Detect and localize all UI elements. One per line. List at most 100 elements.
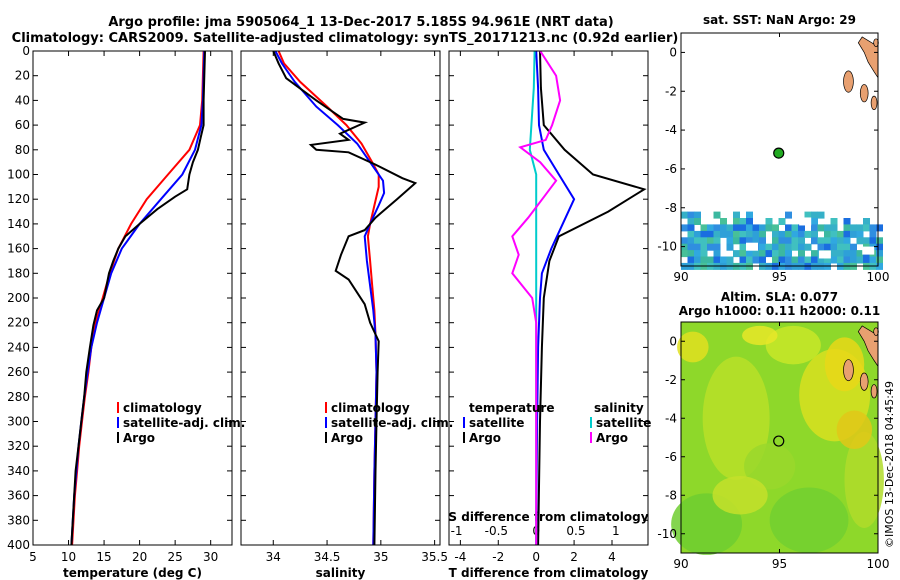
legend-salinity-title: salinity — [594, 401, 644, 415]
y-tick-label: 0 — [22, 44, 30, 58]
sst-pixel — [759, 250, 766, 258]
sst-pixel — [700, 256, 708, 264]
sst-pixel — [876, 250, 883, 258]
sst-pixel — [824, 230, 831, 238]
x-tick-label: 95 — [772, 270, 787, 284]
sst-pixel — [811, 256, 818, 264]
sst-pixel — [739, 243, 747, 251]
y-tick-label: 100 — [7, 168, 30, 182]
series-line-climatology — [277, 51, 380, 545]
x-tick-label: 25 — [168, 550, 183, 564]
y-tick-label: 120 — [7, 192, 30, 206]
sst-pixel — [746, 224, 753, 232]
y-tick-label: 200 — [7, 291, 30, 305]
sst-pixel — [817, 256, 825, 264]
sst-pixel — [811, 237, 818, 245]
legend-label: climatology — [123, 401, 202, 415]
series-line-argo — [70, 51, 206, 545]
top-axis-tick-label: -1 — [451, 524, 463, 538]
y-tick-label: 20 — [15, 69, 30, 83]
x-tick-label: 35.5 — [421, 550, 448, 564]
sst-pixel — [843, 237, 851, 245]
sst-pixel — [850, 256, 857, 264]
sst-pixel — [746, 211, 753, 219]
sst-pixel — [798, 230, 805, 238]
sst-pixel — [869, 237, 877, 245]
sst-pixel — [824, 256, 831, 264]
sst-gap — [818, 250, 831, 259]
sst-gap — [862, 246, 875, 255]
sst-pixel — [772, 250, 779, 258]
sst-pixel — [713, 237, 721, 245]
sst-pixel — [739, 224, 747, 232]
argo-position-marker — [773, 435, 785, 447]
sst-pixel — [694, 237, 701, 245]
x-tick-label: 95 — [772, 557, 787, 571]
sst-pixel — [720, 230, 727, 238]
y-tick-label: -8 — [665, 201, 677, 215]
sla-anomaly-patch — [742, 325, 778, 346]
x-tick-label: 15 — [96, 550, 111, 564]
sla-anomaly-patch — [765, 325, 821, 365]
sst-pixel — [856, 230, 864, 238]
y-tick-label: -10 — [657, 240, 677, 254]
sst-pixel — [746, 230, 753, 238]
sst-pixel — [843, 218, 851, 225]
map-frame — [680, 32, 879, 267]
sst-pixel — [746, 256, 753, 264]
top-axis-tick-label: 1 — [612, 524, 620, 538]
sst-pixel — [765, 250, 773, 258]
sst-gap — [746, 242, 759, 251]
sst-pixel — [772, 256, 779, 264]
map-subtitle: Argo h1000: 0.11 h2000: 0.11 — [679, 304, 880, 318]
sst-pixel — [830, 256, 838, 264]
sst-pixel — [830, 243, 838, 251]
sst-pixel — [876, 224, 883, 232]
series-line-t-satellite-clim — [535, 51, 576, 545]
sst-pixel — [830, 224, 838, 232]
temperature-panel: 0 20 40 60 80 100 120 140 160 180 200 220 240 260 280 3… — [7, 44, 245, 580]
sst-pixel — [765, 243, 773, 251]
series-line-satellite-adj-clim- — [274, 51, 386, 545]
sst-pixel — [681, 224, 688, 232]
sst-pixel — [843, 243, 851, 251]
sst-pixel — [791, 243, 799, 251]
sst-pixel — [791, 230, 799, 238]
sst-pixel — [726, 224, 734, 232]
y-tick-label: 360 — [7, 489, 30, 503]
legend-label: climatology — [331, 401, 410, 415]
sst-pixel — [876, 256, 883, 264]
y-tick-label: -4 — [665, 123, 677, 137]
sst-pixel — [726, 237, 734, 245]
sst-pixel — [778, 237, 786, 245]
sst-pixel — [720, 224, 727, 232]
sst-pixel — [811, 211, 818, 219]
legend-label: satellite-adj. clim. — [331, 416, 453, 430]
top-axis-tick-label: -0.5 — [485, 524, 508, 538]
sst-pixel — [700, 243, 708, 251]
plot-frame — [240, 50, 441, 546]
y-tick-label: 260 — [7, 365, 30, 379]
sst-pixel — [843, 224, 851, 232]
sst-pixel — [746, 237, 753, 245]
legend-label: satellite — [469, 416, 524, 430]
sst-pixel — [752, 250, 760, 258]
sst-pixel — [824, 224, 831, 232]
sst-pixel — [778, 230, 786, 238]
sst-pixel — [700, 224, 708, 232]
sst-pixel — [726, 256, 734, 264]
sst-pixel — [687, 237, 695, 245]
sst-pixel — [746, 218, 753, 225]
sst-pixel — [830, 237, 838, 245]
sst-pixel — [856, 224, 864, 232]
sst-pixel — [785, 224, 792, 232]
sst-pixel — [804, 211, 812, 219]
sst-pixel — [824, 237, 831, 245]
sst-pixel — [843, 230, 851, 238]
sst-pixel — [720, 218, 727, 225]
x-tick-label: 35 — [373, 550, 388, 564]
sst-pixel — [791, 256, 799, 264]
sst-pixel — [733, 237, 740, 245]
sla-anomaly-patch — [712, 476, 768, 515]
